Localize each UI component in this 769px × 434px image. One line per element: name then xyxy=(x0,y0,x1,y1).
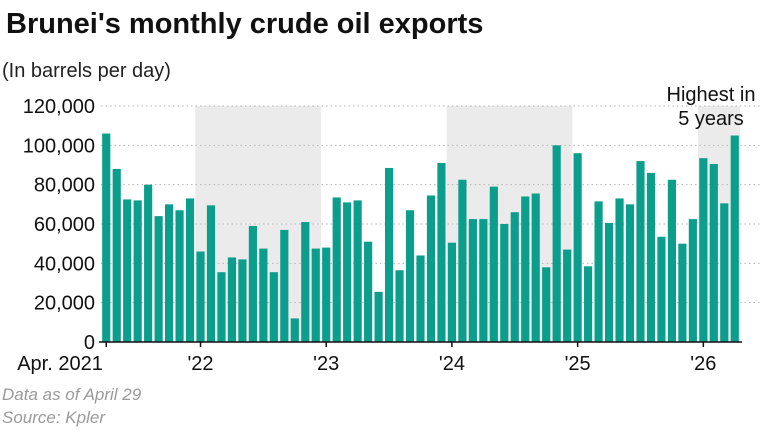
bar-2021-05 xyxy=(112,168,121,342)
bar-2021-04 xyxy=(102,133,111,342)
bar-2022-08 xyxy=(269,272,278,342)
chart-title: Brunei's monthly crude oil exports xyxy=(6,8,484,40)
bar-2024-01 xyxy=(447,242,457,342)
bar-2022-02 xyxy=(206,205,216,342)
x-tick-label: '26 xyxy=(690,353,716,375)
annotation-highest-line2: 5 years xyxy=(678,108,744,130)
bar-2021-09 xyxy=(154,216,163,342)
bar-2024-11 xyxy=(552,145,561,342)
bar-2025-01 xyxy=(573,153,582,342)
bar-2025-04 xyxy=(604,223,614,342)
y-tick-label: 0 xyxy=(84,332,95,354)
bar-2023-05 xyxy=(364,241,373,342)
bar-2021-11 xyxy=(175,210,184,342)
bar-2022-05 xyxy=(238,259,247,342)
bar-2022-07 xyxy=(259,248,268,342)
y-tick-labels: 0 20,000 40,000 60,000 80,000 100,000 120,000 xyxy=(23,96,95,354)
bar-2024-04 xyxy=(479,219,488,342)
bar-2024-09 xyxy=(531,193,540,342)
bar-2025-12 xyxy=(688,219,697,342)
bar-2026-03 xyxy=(720,203,729,342)
bar-2025-03 xyxy=(594,201,603,342)
chart-subtitle: (In barrels per day) xyxy=(2,60,171,82)
bar-2023-09 xyxy=(405,210,415,342)
y-tick-label: 60,000 xyxy=(34,214,95,236)
bar-2022-01 xyxy=(196,251,205,342)
bar-2022-03 xyxy=(217,272,226,342)
y-tick-label: 40,000 xyxy=(34,253,95,275)
bar-2025-07 xyxy=(636,161,645,342)
bar-2022-06 xyxy=(248,225,257,342)
bar-2024-05 xyxy=(489,186,498,342)
bar-2021-10 xyxy=(165,204,174,342)
bar-2021-06 xyxy=(123,199,132,342)
bar-2023-08 xyxy=(395,270,404,342)
bar-2025-05 xyxy=(615,198,624,342)
bar-2024-03 xyxy=(468,219,477,342)
bar-2024-02 xyxy=(458,179,467,342)
bars xyxy=(102,133,739,342)
bar-2025-06 xyxy=(625,204,635,342)
bar-2024-06 xyxy=(500,224,509,342)
bar-2022-12 xyxy=(311,248,320,342)
bar-2023-01 xyxy=(322,247,331,342)
x-tick-label: Apr. 2021 xyxy=(17,353,103,375)
x-tick-label: '25 xyxy=(565,353,591,375)
bar-2021-07 xyxy=(133,200,142,342)
bar-2025-02 xyxy=(584,266,593,342)
bar-2023-12 xyxy=(437,163,446,342)
bar-2026-02 xyxy=(709,164,718,342)
bar-2024-08 xyxy=(521,196,530,342)
bar-2023-03 xyxy=(343,202,352,342)
bar-2022-11 xyxy=(301,222,310,342)
annotation-highest-line1: Highest in xyxy=(667,84,756,106)
x-tick-label: '22 xyxy=(187,353,213,375)
bar-2025-10 xyxy=(667,179,676,342)
bar-2023-02 xyxy=(332,197,341,342)
bar-2021-12 xyxy=(185,198,195,342)
source-note: Source: Kpler xyxy=(2,408,105,427)
x-tick-label: '24 xyxy=(439,353,465,375)
bar-2023-06 xyxy=(374,291,383,342)
bar-2026-04 xyxy=(730,135,739,342)
bar-2024-10 xyxy=(542,267,551,342)
bar-2021-08 xyxy=(144,184,153,342)
bar-2023-11 xyxy=(426,195,436,342)
bar-2024-12 xyxy=(563,249,572,342)
y-tick-label: 20,000 xyxy=(34,293,95,315)
bar-2022-04 xyxy=(227,257,237,342)
x-tick-labels: Apr. 2021 '22 '23 '24 '25 '26 xyxy=(17,342,716,375)
y-tick-label: 120,000 xyxy=(23,96,95,118)
x-tick-label: '23 xyxy=(313,353,339,375)
y-tick-label: 100,000 xyxy=(23,135,95,157)
bar-2025-11 xyxy=(678,243,687,342)
bar-2022-09 xyxy=(280,229,289,342)
bar-2025-08 xyxy=(646,172,656,342)
bar-2025-09 xyxy=(657,236,666,342)
y-tick-label: 80,000 xyxy=(34,175,95,197)
bar-2022-10 xyxy=(290,318,299,342)
bar-2023-10 xyxy=(416,255,425,342)
bar-2024-07 xyxy=(510,212,519,342)
bar-2026-01 xyxy=(699,158,708,342)
data-date-note: Data as of April 29 xyxy=(2,385,142,404)
bar-2023-07 xyxy=(384,167,394,342)
bar-2023-04 xyxy=(353,200,362,342)
